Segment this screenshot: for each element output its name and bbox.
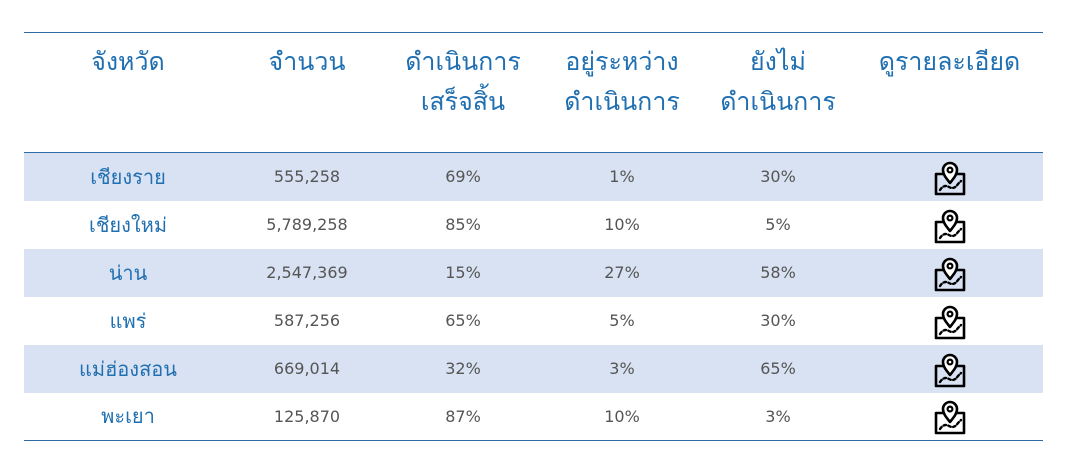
table-row: เชียงใหม่ 5,789,258 85% 10% 5% (24, 201, 1043, 249)
count-cell: 2,547,369 (266, 263, 348, 282)
view-details-button[interactable] (930, 301, 970, 341)
done-cell: 69% (445, 167, 481, 187)
done-cell: 65% (445, 311, 481, 330)
table-row: แม่ฮ่องสอน 669,014 32% 3% 65% (24, 344, 1043, 393)
details-cell (856, 393, 1043, 441)
in-progress-cell: 10% (604, 406, 640, 426)
table-row: แพร่ 587,256 65% 5% 30% (24, 297, 1043, 345)
view-details-button[interactable] (930, 253, 970, 293)
count-cell: 555,258 (273, 167, 341, 187)
map-pin-icon (934, 400, 965, 435)
table-row: พะเยา 125,870 87% 10% 3% (24, 393, 1043, 441)
not-started-cell: 65% (760, 359, 796, 378)
table-row: เชียงราย 555,258 69% 1% 30% (24, 152, 1043, 201)
province-name: แพร่ (109, 308, 147, 333)
done-cell: 85% (445, 215, 481, 234)
done-cell: 87% (445, 406, 481, 426)
header-not-started: ยังไม่ ดำเนินการ (720, 47, 836, 116)
details-cell (856, 297, 1043, 345)
not-started-cell: 30% (760, 167, 796, 187)
in-progress-cell: 5% (609, 311, 635, 330)
province-status-table-container: จังหวัด จำนวน ดำเนินการ เสร็จสิ้น อยู่ระ… (24, 32, 1043, 441)
in-progress-cell: 3% (609, 359, 635, 378)
header-done: ดำเนินการ เสร็จสิ้น (405, 47, 521, 116)
not-started-cell: 58% (760, 263, 796, 282)
details-cell (856, 201, 1043, 249)
map-pin-icon (934, 305, 965, 339)
details-cell (856, 249, 1043, 297)
count-cell: 587,256 (273, 311, 341, 330)
province-status-table: จังหวัด จำนวน ดำเนินการ เสร็จสิ้น อยู่ระ… (24, 32, 1043, 441)
map-pin-icon (934, 257, 965, 291)
province-name: น่าน (108, 260, 148, 285)
done-cell: 32% (445, 359, 481, 378)
view-details-button[interactable] (930, 157, 970, 197)
header-in-progress: อยู่ระหว่าง ดำเนินการ (564, 47, 680, 116)
view-details-button[interactable] (930, 205, 970, 245)
header-province: จังหวัด (91, 47, 165, 76)
not-started-cell: 3% (765, 406, 791, 426)
not-started-cell: 30% (760, 311, 796, 330)
header-count: จำนวน (268, 47, 346, 76)
province-name: แม่ฮ่องสอน (79, 356, 177, 381)
not-started-cell: 5% (765, 215, 791, 234)
done-cell: 15% (445, 263, 481, 282)
view-details-button[interactable] (930, 396, 970, 436)
in-progress-cell: 27% (604, 263, 640, 282)
details-cell (856, 153, 1043, 201)
province-name: พะเยา (101, 404, 155, 429)
view-details-button[interactable] (930, 349, 970, 389)
details-cell (856, 345, 1043, 393)
map-pin-icon (934, 209, 965, 243)
province-name: เชียงใหม่ (88, 212, 168, 237)
count-cell: 5,789,258 (266, 215, 348, 234)
table-row: น่าน 2,547,369 15% 27% 58% (24, 248, 1043, 297)
in-progress-cell: 1% (609, 167, 635, 187)
table-header-row: จังหวัด จำนวน ดำเนินการ เสร็จสิ้น อยู่ระ… (24, 32, 1043, 153)
map-pin-icon (934, 161, 965, 196)
in-progress-cell: 10% (604, 215, 640, 234)
count-cell: 125,870 (273, 406, 341, 426)
map-pin-icon (934, 353, 965, 387)
count-cell: 669,014 (273, 359, 341, 378)
province-name: เชียงราย (90, 164, 166, 189)
header-details: ดูรายละเอียด (878, 47, 1021, 76)
